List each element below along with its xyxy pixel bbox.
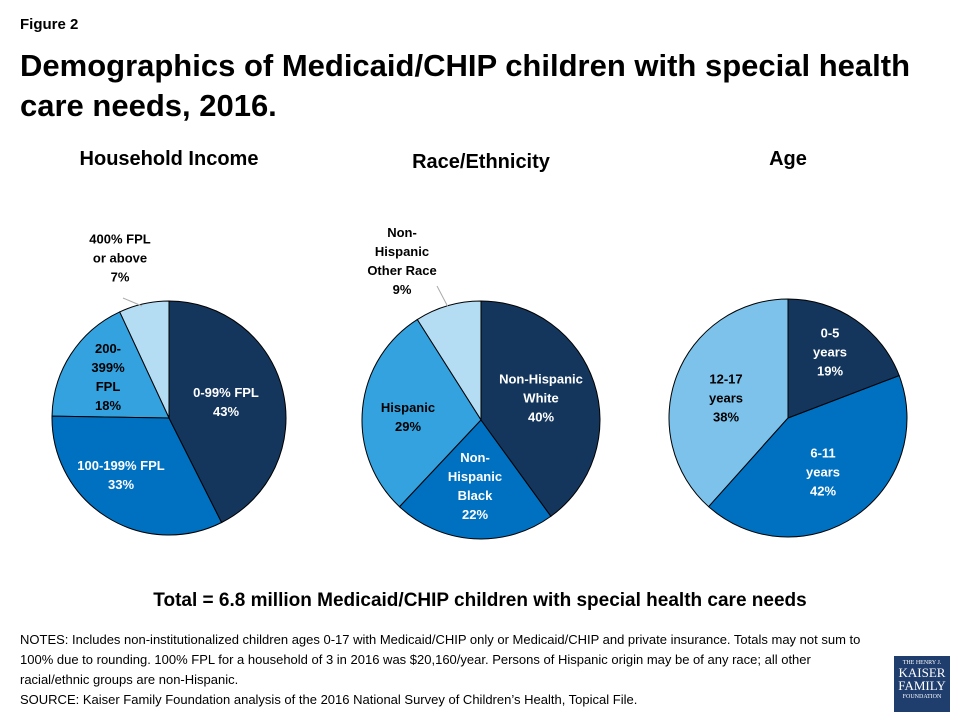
slice-label: Non- Hispanic Other Race 9% — [367, 225, 437, 297]
slice-label: 200- 399% FPL 18% — [91, 341, 125, 413]
pie-slice-100-199-fpl — [51, 415, 223, 536]
source-text: SOURCE: Kaiser Family Foundation analysi… — [20, 692, 638, 707]
kff-logo: THE HENRY J. KAISER FAMILY FOUNDATION — [894, 656, 950, 712]
pie-slice-non-hispanic-black — [398, 419, 552, 540]
slice-label: 12-17 years 38% — [709, 371, 743, 425]
leader-line-race — [436, 285, 449, 308]
slice-label: 0-99% FPL 43% — [193, 385, 259, 419]
pie-slice-6-11-years — [707, 374, 908, 538]
notes-text: NOTES: Includes non-institutionalized ch… — [20, 632, 861, 687]
leader-line-income — [122, 297, 143, 307]
slice-label: Non- Hispanic Black 22% — [447, 450, 503, 522]
pie-title-race: Race/Ethnicity — [412, 151, 550, 173]
pie-slice-12-17-years — [668, 298, 789, 508]
chart-title: Demographics of Medicaid/CHIP children w… — [20, 48, 911, 123]
slice-label: 400% FPL or above 7% — [89, 231, 151, 285]
pie-slice-hispanic — [361, 318, 482, 508]
pie-slice-200-399-fpl — [51, 311, 170, 419]
total-caption: Total = 6.8 million Medicaid/CHIP childr… — [153, 590, 807, 611]
pie-title-income: Household Income — [79, 148, 259, 170]
pie-title-age: Age — [769, 148, 807, 170]
slice-label: Hispanic 29% — [380, 400, 436, 434]
pie-slice-0-99-fpl — [168, 300, 287, 524]
notes: NOTES: Includes non-institutionalized ch… — [20, 630, 870, 710]
slice-label: 6-11 years 42% — [806, 445, 840, 499]
figure-label: Figure 2 — [20, 16, 79, 33]
pie-slice-non-hispanic-white — [480, 300, 601, 517]
pie-slice-0-5-years — [787, 298, 900, 419]
slice-label: 100-199% FPL 33% — [77, 458, 165, 492]
slice-label: 0-5 years 19% — [813, 325, 847, 379]
slice-label: Non-Hispanic White 40% — [499, 371, 583, 425]
